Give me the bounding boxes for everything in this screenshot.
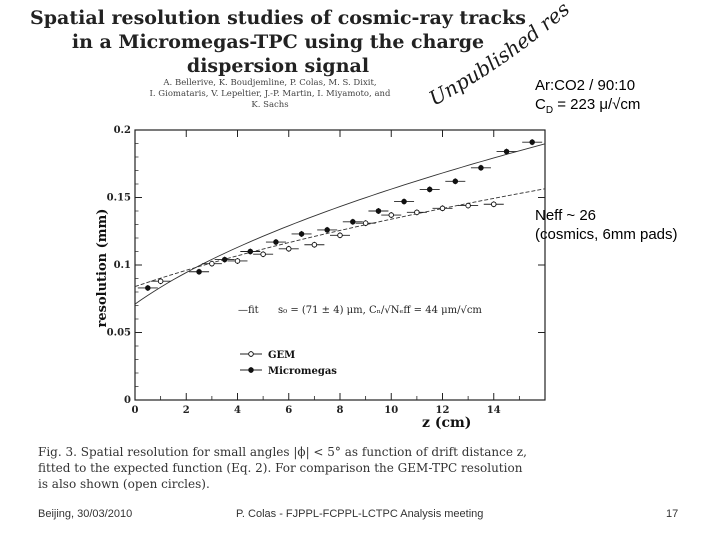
authors-line-2: I. Giomataris, V. Lepeltier, J.-P. Marti… <box>149 89 391 99</box>
micromegas-point <box>324 227 330 233</box>
gem-point <box>414 209 420 216</box>
gem-point <box>491 201 497 207</box>
fit-formula: s₀ = (71 ± 4) μm, Cₙ/√Nₑff = 44 μm/√cm <box>278 305 482 316</box>
figure-caption: Fig. 3. Spatial resolution for small ang… <box>38 444 568 492</box>
legend-series-label: GEM <box>268 350 295 361</box>
fit-curve <box>134 188 546 288</box>
title-line-1: Spatial resolution studies of cosmic-ray… <box>30 7 526 29</box>
gem-point <box>285 246 292 252</box>
micromegas-point <box>426 186 433 193</box>
footer-date: Beijing, 30/03/2010 <box>38 508 133 520</box>
x-tick-label: 2 <box>183 405 190 416</box>
gem-point <box>362 220 369 226</box>
gem-point <box>439 205 446 212</box>
gem-point <box>209 260 215 267</box>
y-tick-label: 0.2 <box>114 125 131 136</box>
authors-line-3: K. Sachs <box>251 100 289 110</box>
y-tick-label: 0.1 <box>114 260 131 271</box>
micromegas-point <box>221 256 228 263</box>
gas-mixture: Ar:CO2 / 90:10 <box>535 77 636 94</box>
micromegas-point <box>529 139 535 145</box>
footer-page-number: 17 <box>666 508 679 520</box>
neff-note: Neff ~ 26 (cosmics, 6mm pads) <box>535 206 678 244</box>
x-axis-label: z (cm) <box>422 415 471 431</box>
micromegas-point <box>350 219 356 225</box>
micromegas-point <box>298 231 305 237</box>
y-tick-label: 0 <box>124 395 131 406</box>
caption-line-2: fitted to the expected function (Eq. 2).… <box>38 461 523 475</box>
micromegas-point <box>375 208 382 214</box>
micromegas-point <box>452 178 459 185</box>
micromegas-point <box>247 248 254 255</box>
gem-point <box>260 251 266 257</box>
unpublished-stamp: Unpublished result <box>420 0 574 110</box>
author-list: A. Bellerive, K. Boudjemline, P. Colas, … <box>100 78 440 111</box>
authors-line-1: A. Bellerive, K. Boudjemline, P. Colas, … <box>163 78 377 88</box>
x-tick-label: 4 <box>234 405 241 416</box>
legend-micromegas-marker <box>248 367 254 373</box>
title-line-2: in a Micromegas-TPC using the charge <box>71 31 485 53</box>
neff-value: Neff ~ 26 <box>535 207 597 224</box>
chart-axes: 0 2 4 6 8 10 12 14 0 0.05 0.1 0.15 0.2 <box>107 125 546 416</box>
x-tick-label: 14 <box>487 405 501 416</box>
legend-gem-marker <box>248 351 254 357</box>
micromegas-point <box>145 285 151 291</box>
y-tick-label: 0.15 <box>107 193 131 204</box>
micromegas-point <box>401 198 407 205</box>
footer-event: P. Colas - FJPPL-FCPPL-LCTPC Analysis me… <box>236 508 484 520</box>
y-axis-label: resolution (mm) <box>95 209 110 328</box>
micromegas-point <box>478 165 484 171</box>
neff-condition: (cosmics, 6mm pads) <box>535 226 678 243</box>
legend-series-label: Micromegas <box>268 366 337 377</box>
fit-legend-label: —fit <box>238 305 259 316</box>
y-tick-label: 0.05 <box>107 328 131 339</box>
gem-point <box>157 278 164 284</box>
micromegas-point <box>196 268 202 275</box>
data-points <box>137 139 543 291</box>
gem-point <box>234 258 241 264</box>
paper-title: Spatial resolution studies of cosmic-ray… <box>18 6 538 78</box>
gem-point <box>465 202 471 209</box>
micromegas-point <box>273 239 279 245</box>
x-tick-label: 10 <box>384 405 398 416</box>
gem-point <box>337 232 343 239</box>
x-tick-label: 0 <box>132 405 139 416</box>
gem-point <box>388 212 395 218</box>
x-tick-label: 12 <box>436 405 450 416</box>
resolution-chart: 0 2 4 6 8 10 12 14 0 0.05 0.1 0.15 0.2 —fit s₀ = (71… <box>95 125 546 431</box>
gas-note: Ar:CO2 / 90:10 CD = 223 μ/√cm <box>535 76 640 120</box>
caption-line-3: is also shown (open circles). <box>38 477 210 491</box>
plot-frame <box>134 129 546 401</box>
title-line-3: dispersion signal <box>186 55 370 77</box>
chart-legend: —fit s₀ = (71 ± 4) μm, Cₙ/√Nₑff = 44 μm/… <box>238 305 482 377</box>
x-tick-label: 6 <box>285 405 292 416</box>
gem-point <box>311 241 318 248</box>
diffusion-constant: CD = 223 μ/√cm <box>535 96 641 116</box>
micromegas-point <box>503 148 510 155</box>
caption-line-1: Fig. 3. Spatial resolution for small ang… <box>38 445 527 459</box>
x-tick-label: 8 <box>337 405 344 416</box>
